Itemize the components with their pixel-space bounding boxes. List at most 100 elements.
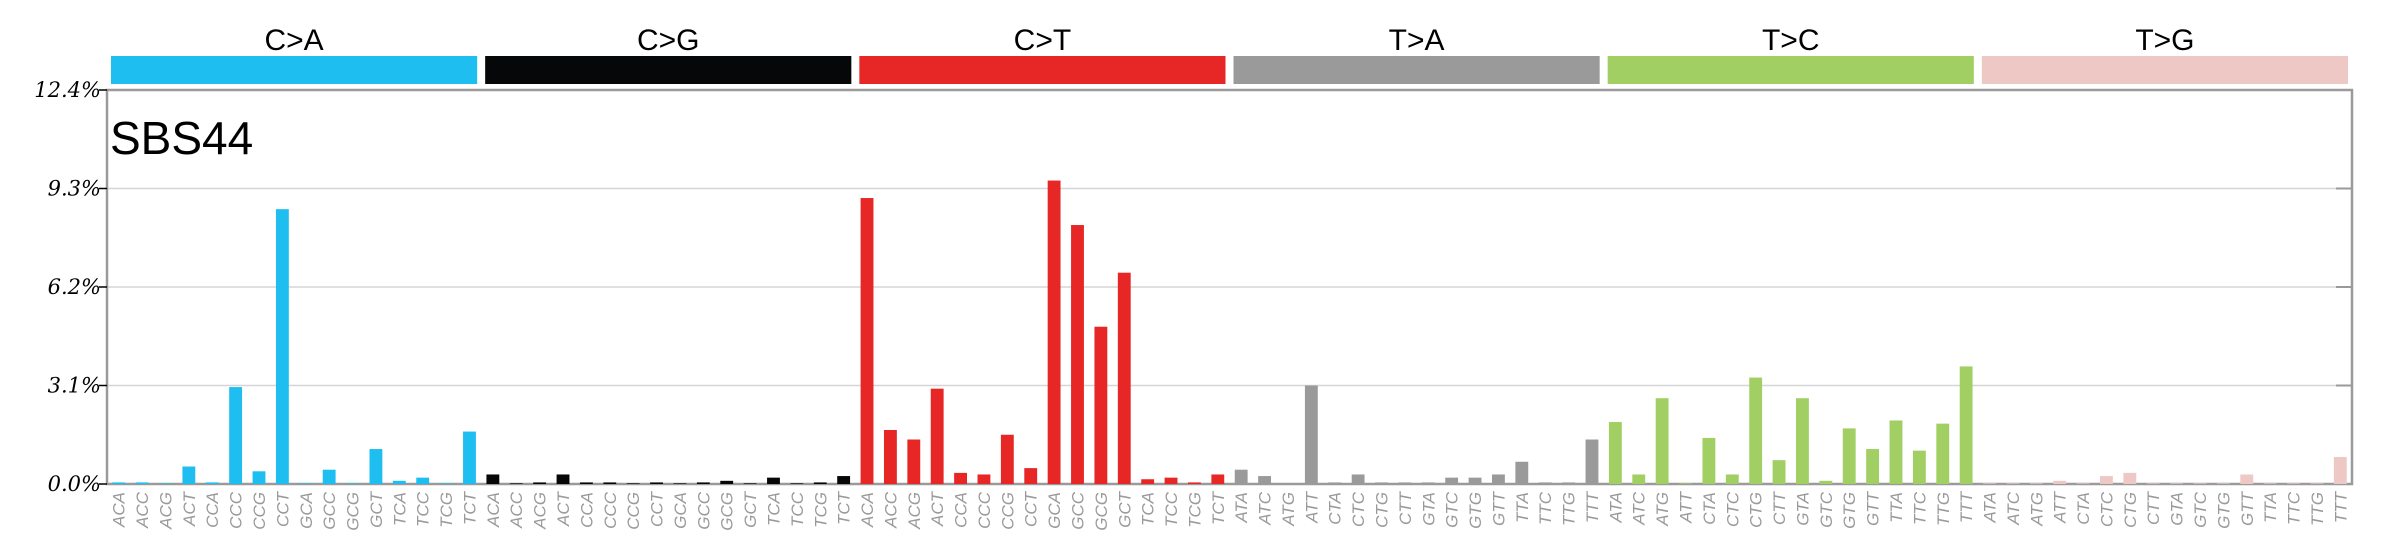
bar xyxy=(2006,483,2020,484)
x-tick-label: CTG xyxy=(1747,492,1766,528)
bar xyxy=(1141,479,1155,484)
x-tick-label: ACC xyxy=(881,491,900,529)
x-tick-label: TTG xyxy=(2308,492,2327,526)
bar xyxy=(2029,483,2043,484)
bar xyxy=(252,471,266,484)
bar xyxy=(1749,377,1763,484)
x-tick-label: GTC xyxy=(2191,491,2210,528)
bar xyxy=(1024,468,1038,484)
bar xyxy=(1936,423,1950,484)
x-tick-label: TTC xyxy=(1910,491,1929,525)
bar xyxy=(1983,483,1996,484)
x-tick-label: GTG xyxy=(1840,492,1859,529)
x-tick-label: ATG xyxy=(2027,492,2046,527)
x-tick-label: CTG xyxy=(2121,492,2140,528)
x-tick-label: CCG xyxy=(250,492,269,530)
y-tick-label: 9.3% xyxy=(48,177,101,201)
bar xyxy=(2287,483,2300,484)
bar xyxy=(1585,439,1599,484)
bar xyxy=(1258,476,1272,484)
bar xyxy=(860,198,874,484)
x-tick-label: CCA xyxy=(577,492,596,528)
x-tick-label: GTT xyxy=(1864,490,1883,526)
bar xyxy=(977,474,991,484)
mutation-type-label: C>A xyxy=(264,24,323,57)
bar xyxy=(1842,428,1856,484)
bar xyxy=(1000,434,1014,484)
x-tick-label: TTT xyxy=(1957,490,1976,523)
x-tick-label: TTG xyxy=(1560,492,1579,526)
x-tick-label: TTC xyxy=(1536,491,1555,525)
x-tick-label: TTT xyxy=(1583,490,1602,523)
x-tick-label: CTA xyxy=(2074,492,2093,525)
x-tick-label: ACC xyxy=(507,491,526,529)
mutation-type-label: C>G xyxy=(637,24,700,57)
bar xyxy=(626,483,640,484)
bar xyxy=(556,474,570,484)
x-tick-label: ACG xyxy=(531,492,550,530)
bar xyxy=(1772,460,1786,484)
x-tick-label: GTT xyxy=(2238,490,2257,526)
x-tick-label: GCC xyxy=(320,491,339,530)
bar xyxy=(2263,483,2277,484)
x-tick-label: CCA xyxy=(203,492,222,528)
bar xyxy=(229,387,243,484)
mutation-type-label: C>T xyxy=(1014,24,1072,57)
x-tick-label: ACG xyxy=(905,492,924,530)
bar xyxy=(2100,476,2113,484)
bar xyxy=(182,466,196,484)
x-tick-label: TCG xyxy=(811,492,830,528)
x-tick-label: ATG xyxy=(1653,492,1672,527)
bar xyxy=(1445,477,1459,484)
bar xyxy=(2170,483,2184,484)
mutation-type-band xyxy=(1233,56,1600,84)
x-tick-label: CTA xyxy=(1700,492,1719,525)
x-tick-label: GCA xyxy=(1045,492,1064,529)
bar xyxy=(743,483,757,484)
mutation-type-label: T>A xyxy=(1389,24,1445,57)
x-tick-label: CCT xyxy=(648,490,667,527)
x-tick-label: TTA xyxy=(1887,492,1906,523)
x-tick-label: ACT xyxy=(928,490,947,527)
x-tick-label: CCG xyxy=(998,492,1017,530)
bar-series xyxy=(112,180,2347,484)
bar xyxy=(322,469,336,484)
x-tick-label: TCT xyxy=(1209,490,1228,525)
bar xyxy=(1866,449,1880,484)
bar xyxy=(2333,456,2347,484)
bar xyxy=(2216,483,2230,484)
x-tick-label: GCA xyxy=(297,492,316,529)
mutation-type-label: T>C xyxy=(1762,24,1820,57)
bar xyxy=(1187,482,1201,484)
x-tick-label: CCA xyxy=(952,492,971,528)
x-tick-label: ATA xyxy=(1606,492,1625,524)
bar xyxy=(930,388,944,484)
x-tick-label: ACG xyxy=(156,492,175,530)
mutation-type-band xyxy=(859,56,1226,84)
bar xyxy=(2123,472,2137,484)
bar xyxy=(1515,461,1529,484)
mutation-type-band xyxy=(1981,56,2348,84)
x-tick-label: TCA xyxy=(764,492,783,526)
bar xyxy=(1047,180,1061,484)
x-tick-label: CTC xyxy=(1723,491,1742,527)
bar xyxy=(2076,483,2090,484)
x-tick-label: GCT xyxy=(1115,490,1134,528)
bar xyxy=(1702,437,1716,484)
x-tick-label: TTA xyxy=(1513,492,1532,523)
x-tick-label: ATT xyxy=(1677,490,1696,523)
bar xyxy=(159,483,172,484)
bar xyxy=(1304,385,1318,484)
bar xyxy=(135,482,149,484)
x-tick-label: GCG xyxy=(718,492,737,531)
bar xyxy=(1094,326,1108,484)
x-tick-label: CTG xyxy=(1373,492,1392,528)
x-tick-label: ACT xyxy=(554,490,573,527)
bar xyxy=(1328,482,1342,484)
x-tick-label: GTC xyxy=(1817,491,1836,528)
x-tick-label: TCG xyxy=(437,492,456,528)
x-tick-label: TCT xyxy=(835,490,854,525)
y-tick-label: 12.4% xyxy=(34,78,101,102)
x-tick-label: GTT xyxy=(1489,490,1508,526)
